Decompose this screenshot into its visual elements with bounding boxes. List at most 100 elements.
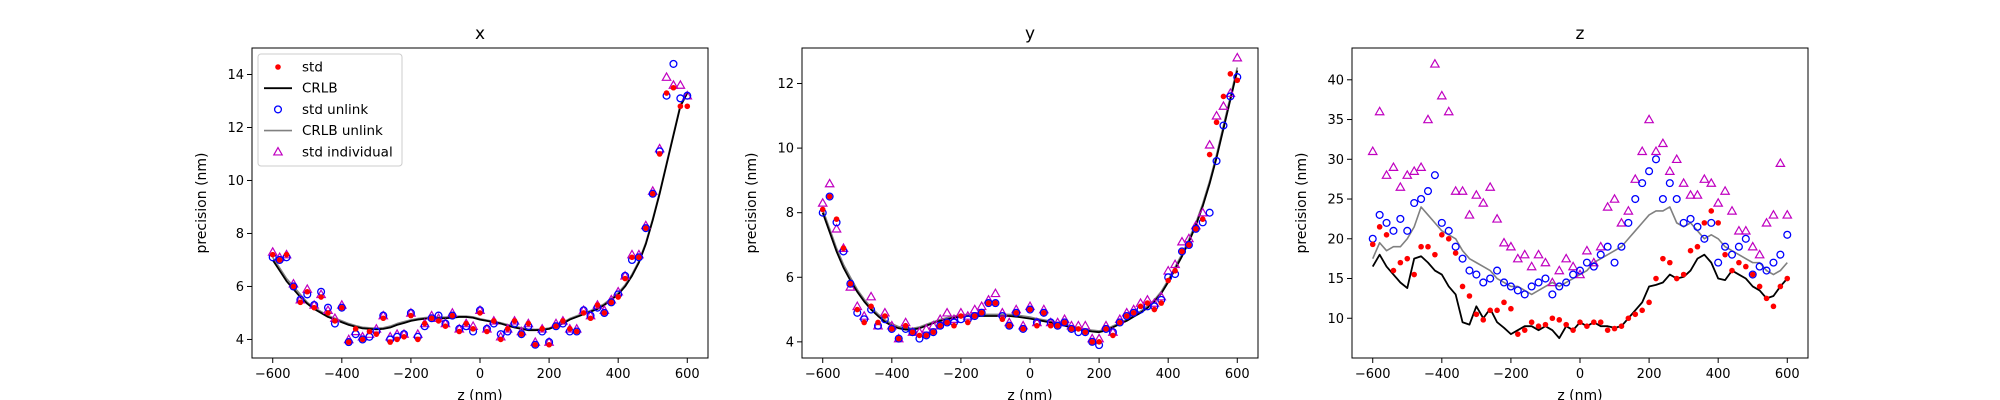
std-point: [421, 320, 428, 327]
std-unlink-point: [1693, 222, 1702, 231]
std-point: [1432, 251, 1438, 258]
series-std-individual: [817, 52, 1243, 343]
std-individual-point: [1218, 100, 1229, 110]
std-individual-point: [1650, 145, 1662, 156]
std-individual-point: [1156, 291, 1167, 301]
std-unlink-point: [1679, 218, 1688, 227]
std-individual-point: [1526, 261, 1537, 271]
legend-label: std: [302, 60, 323, 76]
std-unlink-point: [1437, 218, 1446, 227]
std-unlink-point: [1212, 156, 1221, 166]
std-point: [944, 319, 950, 326]
std-point: [1549, 315, 1556, 322]
x-tick-label: −200: [393, 367, 429, 382]
std-point: [1179, 248, 1185, 255]
std-unlink-point: [1617, 242, 1626, 251]
std-point: [909, 329, 916, 335]
std-point: [1082, 329, 1089, 335]
x-axis-label: z (nm): [457, 388, 502, 400]
std-point: [1186, 242, 1192, 248]
std-unlink-point: [1513, 286, 1522, 295]
std-point: [318, 294, 324, 300]
std-unlink-point: [846, 279, 855, 288]
std-point: [332, 318, 338, 324]
std-individual-point: [1588, 257, 1600, 267]
std-point: [1528, 319, 1535, 326]
std-unlink-point: [1430, 171, 1439, 180]
std-individual-point: [1149, 297, 1160, 307]
std-point: [1521, 327, 1528, 333]
std-point: [1556, 317, 1563, 323]
std-point: [442, 323, 449, 330]
std-individual-point: [1471, 189, 1482, 199]
std-individual-point: [1540, 257, 1551, 267]
series-crlb-unlink: [821, 67, 1239, 332]
std-unlink-point: [1368, 234, 1377, 243]
std-point: [889, 326, 895, 332]
std-point: [847, 280, 854, 287]
std-point: [951, 322, 957, 329]
std-individual-point: [675, 79, 686, 89]
std-point: [1425, 243, 1431, 250]
std-unlink-point: [1645, 167, 1654, 176]
std-individual-point: [1464, 209, 1475, 219]
std-unlink-point: [1638, 179, 1647, 188]
std-point: [594, 302, 601, 308]
std-point: [573, 328, 580, 335]
std-point: [1151, 306, 1158, 313]
legend-marker-swatch: [275, 64, 281, 70]
std-unlink-point: [1005, 321, 1014, 330]
std-unlink-point: [1610, 258, 1619, 267]
std-point: [553, 323, 559, 330]
std-unlink-point: [1658, 194, 1667, 204]
std-point: [1508, 305, 1514, 312]
y-tick-label: 8: [236, 227, 244, 242]
std-point: [394, 336, 400, 343]
std-unlink-point: [1444, 226, 1453, 235]
std-point: [882, 313, 888, 319]
std-unlink-point: [1184, 240, 1193, 250]
std-point: [1542, 321, 1549, 328]
std-point: [1020, 326, 1026, 332]
std-unlink-point: [1101, 324, 1111, 333]
std-point: [1075, 326, 1082, 332]
std-point: [670, 84, 677, 91]
std-unlink-point: [531, 340, 540, 349]
std-unlink-point: [1727, 250, 1737, 259]
std-individual-point: [1436, 90, 1448, 100]
std-individual-point: [1595, 241, 1606, 251]
std-unlink-point: [1520, 290, 1529, 299]
std-unlink-point: [344, 338, 353, 347]
std-point: [1130, 309, 1137, 316]
std-point: [1199, 216, 1206, 222]
std-unlink-point: [1562, 278, 1571, 287]
x-tick-label: −600: [805, 367, 841, 382]
std-unlink-point: [1472, 270, 1481, 279]
std-point: [902, 322, 909, 329]
x-tick-label: −200: [943, 367, 979, 382]
std-individual-point: [1225, 87, 1236, 97]
std-individual-point: [1740, 225, 1752, 235]
std-individual-point: [858, 310, 870, 320]
std-unlink-point: [1596, 250, 1605, 259]
x-tick-label: −400: [1424, 367, 1460, 382]
std-individual-point: [1643, 114, 1655, 124]
series-std: [269, 84, 691, 348]
panel-title: y: [1025, 24, 1035, 44]
legend-label: CRLB: [302, 81, 338, 97]
std-unlink-point: [1582, 258, 1591, 267]
std-unlink-point: [1205, 208, 1214, 217]
panel-title: z: [1576, 24, 1585, 44]
std-unlink-point: [1748, 270, 1757, 279]
std-individual-point: [1232, 52, 1243, 62]
std-point: [930, 329, 937, 335]
std-point: [1646, 299, 1652, 306]
std-individual-point: [1775, 157, 1786, 168]
std-point: [304, 288, 311, 295]
std-unlink-point: [1534, 278, 1543, 287]
std-unlink-point: [970, 311, 979, 321]
std-point: [1013, 309, 1019, 316]
axes-frame: [801, 47, 1259, 359]
std-point: [1041, 309, 1047, 316]
std-individual-point: [1388, 161, 1399, 171]
